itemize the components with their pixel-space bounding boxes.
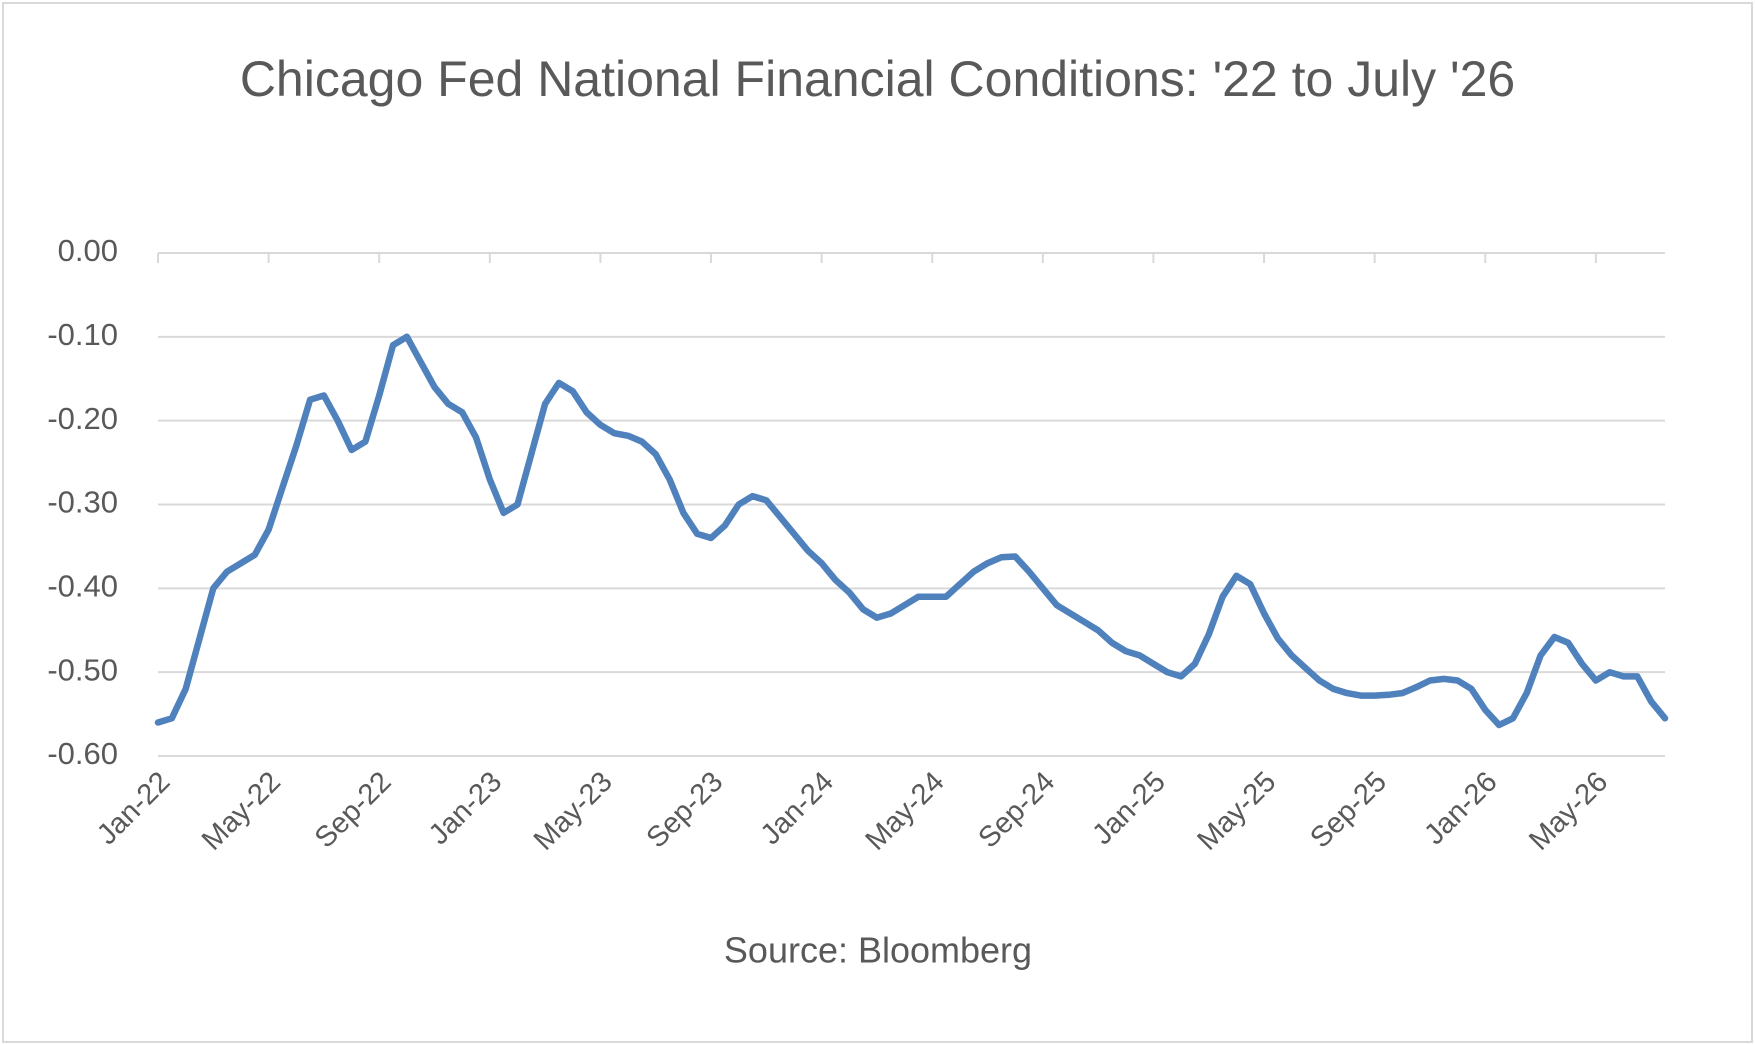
y-tick-label: -0.40 bbox=[47, 569, 118, 604]
y-tick-label: -0.10 bbox=[47, 317, 118, 352]
data-line bbox=[154, 333, 1669, 729]
caption: Source: Bloomberg bbox=[724, 930, 1032, 971]
y-tick-label: -0.50 bbox=[47, 652, 118, 687]
y-tick-label: -0.30 bbox=[47, 485, 118, 520]
y-tick-label: 0.00 bbox=[58, 233, 118, 268]
chart-title: Chicago Fed National Financial Condition… bbox=[239, 51, 1516, 107]
y-tick-label: -0.60 bbox=[47, 736, 118, 771]
y-tick-label: -0.20 bbox=[47, 401, 118, 436]
